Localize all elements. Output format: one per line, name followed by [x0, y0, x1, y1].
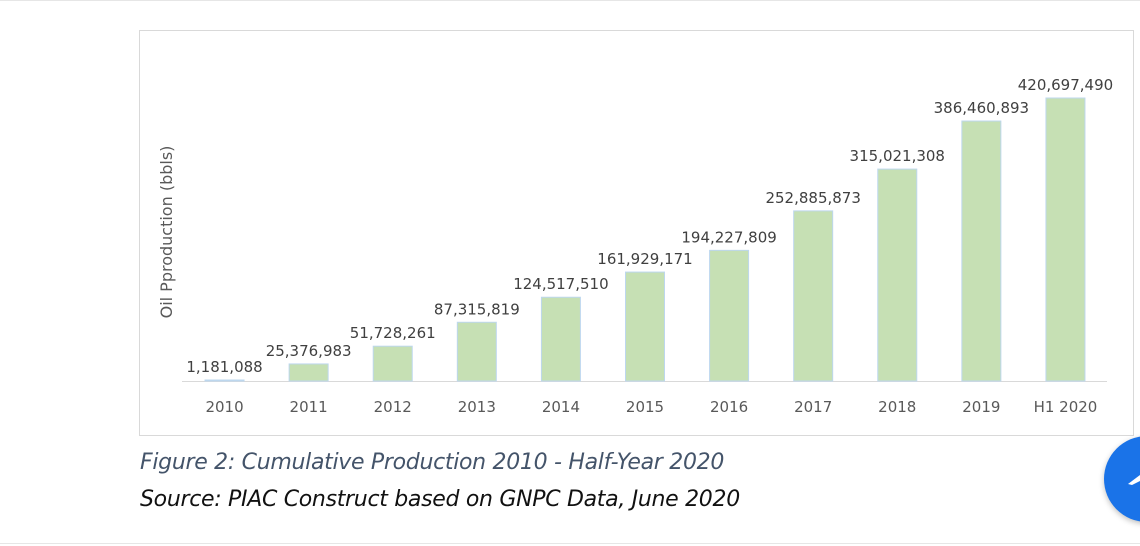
- data-label: 1,181,088: [186, 358, 262, 376]
- x-tick-label: 2011: [290, 398, 328, 416]
- x-tick-label: H1 2020: [1034, 398, 1098, 416]
- x-tick-label: 2014: [542, 398, 580, 416]
- data-label: 315,021,308: [850, 147, 945, 165]
- data-label: 87,315,819: [434, 300, 520, 318]
- bar-2010: [204, 379, 245, 382]
- chart-frame: [139, 30, 1134, 436]
- data-label: 252,885,873: [765, 189, 860, 207]
- data-label: 194,227,809: [681, 228, 776, 246]
- bar-2011: [288, 363, 329, 382]
- data-label: 386,460,893: [934, 99, 1029, 117]
- x-tick-label: 2015: [626, 398, 664, 416]
- bar-2017: [793, 210, 834, 382]
- data-label: 124,517,510: [513, 275, 608, 293]
- bottom-divider: [0, 543, 1140, 544]
- bar-2015: [625, 271, 665, 382]
- bar-2016: [709, 249, 750, 382]
- source-caption: Source: PIAC Construct based on GNPC Dat…: [140, 487, 740, 512]
- bar-h1-2020: [1045, 97, 1086, 382]
- x-tick-label: 2018: [878, 398, 916, 416]
- top-divider: [0, 0, 1140, 1]
- bar-2014: [540, 296, 581, 382]
- x-tick-label: 2013: [458, 398, 496, 416]
- x-tick-label: 2016: [710, 398, 748, 416]
- data-label: 25,376,983: [266, 342, 352, 360]
- data-label: 51,728,261: [350, 324, 436, 342]
- bar-2018: [877, 168, 918, 382]
- x-tick-label: 2019: [962, 398, 1000, 416]
- x-tick-label: 2017: [794, 398, 832, 416]
- edit-pencil-icon: [1128, 475, 1140, 485]
- figure-caption: Figure 2: Cumulative Production 2010 - H…: [140, 450, 725, 475]
- bar-2013: [456, 321, 497, 382]
- x-tick-label: 2010: [205, 398, 243, 416]
- y-axis-label: Oil Pproduction (bbls): [157, 146, 176, 319]
- data-label: 161,929,171: [597, 250, 692, 268]
- bar-2019: [961, 120, 1002, 382]
- data-label: 420,697,490: [1018, 76, 1113, 94]
- x-tick-label: 2012: [374, 398, 412, 416]
- bar-2012: [372, 345, 413, 382]
